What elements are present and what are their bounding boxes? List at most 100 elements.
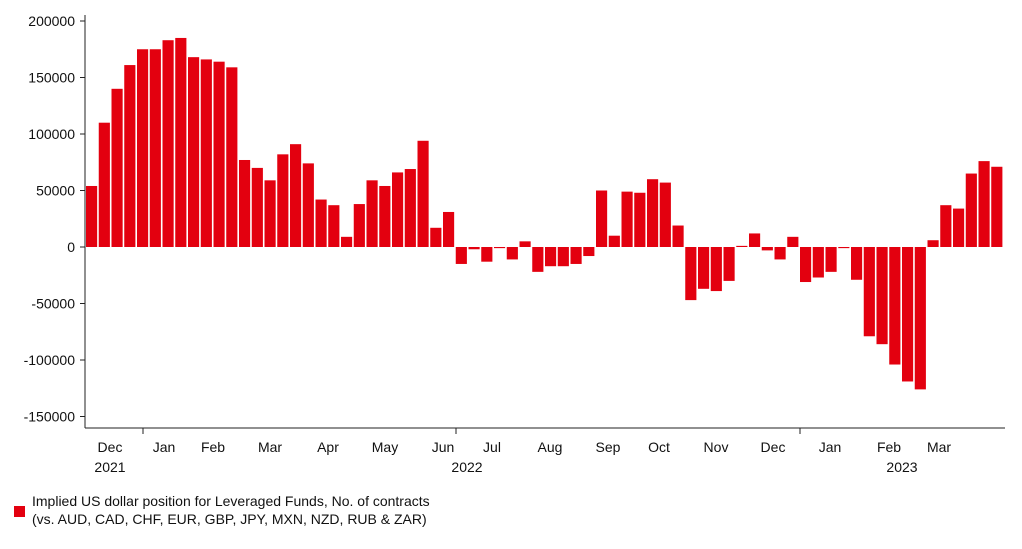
bar — [736, 245, 748, 247]
bar — [137, 49, 149, 247]
x-month-label: Dec — [761, 439, 786, 455]
x-month-label: Feb — [201, 439, 225, 455]
bar — [672, 225, 684, 247]
x-year-label: 2023 — [886, 459, 917, 475]
legend-label: Implied US dollar position for Leveraged… — [32, 492, 430, 528]
bar — [392, 172, 404, 247]
x-year-label: 2021 — [94, 459, 125, 475]
bar — [647, 179, 659, 247]
bar — [902, 247, 914, 382]
bar-chart: 200000 150000 100000 50000 0 -50000 -100000 -15… — [24, 13, 1005, 475]
y-axis-ticks: 200000 150000 100000 50000 0 -50000 -100000 -15… — [24, 13, 85, 425]
bar — [863, 247, 875, 337]
bar — [812, 247, 824, 278]
bar — [570, 247, 582, 264]
bar — [506, 247, 518, 260]
bar — [149, 49, 161, 247]
bar — [162, 40, 174, 248]
bar — [341, 236, 353, 247]
bar — [991, 166, 1003, 247]
bar — [98, 122, 110, 247]
bar — [761, 247, 773, 251]
x-axis-ticks: Dec Jan Feb Mar Apr May Jun Jul Aug Sep Oct Nov Dec J… — [94, 428, 951, 475]
x-year-label: 2022 — [451, 459, 482, 475]
bar — [417, 140, 429, 247]
x-month-label: May — [372, 439, 398, 455]
x-month-label: Sep — [596, 439, 621, 455]
bar — [583, 247, 595, 257]
bar — [302, 163, 314, 247]
bar — [353, 204, 365, 247]
bar — [557, 247, 569, 267]
bar — [685, 247, 697, 301]
bar — [723, 247, 735, 281]
x-month-label: Apr — [317, 439, 339, 455]
bar — [659, 182, 671, 247]
bar — [800, 247, 812, 283]
x-month-label: Nov — [704, 439, 729, 455]
bar — [851, 247, 863, 280]
x-month-label: Jan — [819, 439, 842, 455]
bar — [596, 190, 608, 247]
bar — [226, 67, 238, 247]
bar — [251, 167, 263, 247]
x-month-label: Mar — [258, 439, 282, 455]
bar — [608, 235, 620, 247]
bar — [468, 247, 480, 250]
y-tick-label: 100000 — [28, 126, 75, 142]
legend-swatch — [14, 506, 25, 517]
bar — [876, 247, 888, 345]
bar — [379, 185, 391, 247]
bar — [213, 61, 225, 248]
bar — [978, 161, 990, 247]
bar — [481, 247, 493, 262]
y-tick-label: 200000 — [28, 13, 75, 29]
bar — [634, 192, 646, 247]
bar — [430, 227, 442, 247]
x-month-label: Jan — [153, 439, 176, 455]
bar — [494, 247, 506, 249]
x-month-label: Feb — [877, 439, 901, 455]
bar — [787, 236, 799, 247]
legend-line-1: Implied US dollar position for Leveraged… — [32, 493, 430, 509]
bar — [519, 241, 531, 247]
bar — [290, 144, 302, 247]
bar — [825, 247, 837, 272]
bar — [404, 169, 416, 247]
x-month-label: Jun — [432, 439, 455, 455]
bar — [111, 88, 123, 247]
y-tick-label: 150000 — [28, 70, 75, 86]
bar — [953, 208, 965, 247]
bar — [710, 247, 722, 292]
y-tick-label: -150000 — [24, 409, 76, 425]
y-tick-label: -50000 — [31, 296, 75, 312]
bar — [366, 180, 378, 247]
bar — [264, 180, 276, 247]
bar — [328, 205, 340, 247]
legend: Implied US dollar position for Leveraged… — [14, 492, 430, 528]
bar — [239, 159, 251, 247]
y-tick-label: -100000 — [24, 352, 76, 368]
bar — [124, 65, 136, 247]
bar — [188, 57, 200, 247]
bar — [200, 59, 212, 247]
bar — [774, 247, 786, 260]
bar — [927, 240, 939, 247]
bar — [315, 199, 327, 247]
bar — [889, 247, 901, 365]
bar — [545, 247, 557, 267]
bar — [86, 185, 98, 247]
y-tick-label: 0 — [67, 239, 75, 255]
bar — [621, 191, 633, 247]
legend-line-2: (vs. AUD, CAD, CHF, EUR, GBP, JPY, MXN, … — [32, 511, 427, 527]
bar — [277, 154, 289, 247]
bar — [965, 173, 977, 247]
x-month-label: Aug — [538, 439, 563, 455]
x-month-label: Dec — [98, 439, 123, 455]
bar — [698, 247, 710, 289]
bar — [838, 247, 850, 249]
x-month-label: Mar — [927, 439, 951, 455]
bar — [443, 211, 455, 247]
x-month-label: Jul — [483, 439, 501, 455]
bar-series — [86, 37, 1003, 390]
